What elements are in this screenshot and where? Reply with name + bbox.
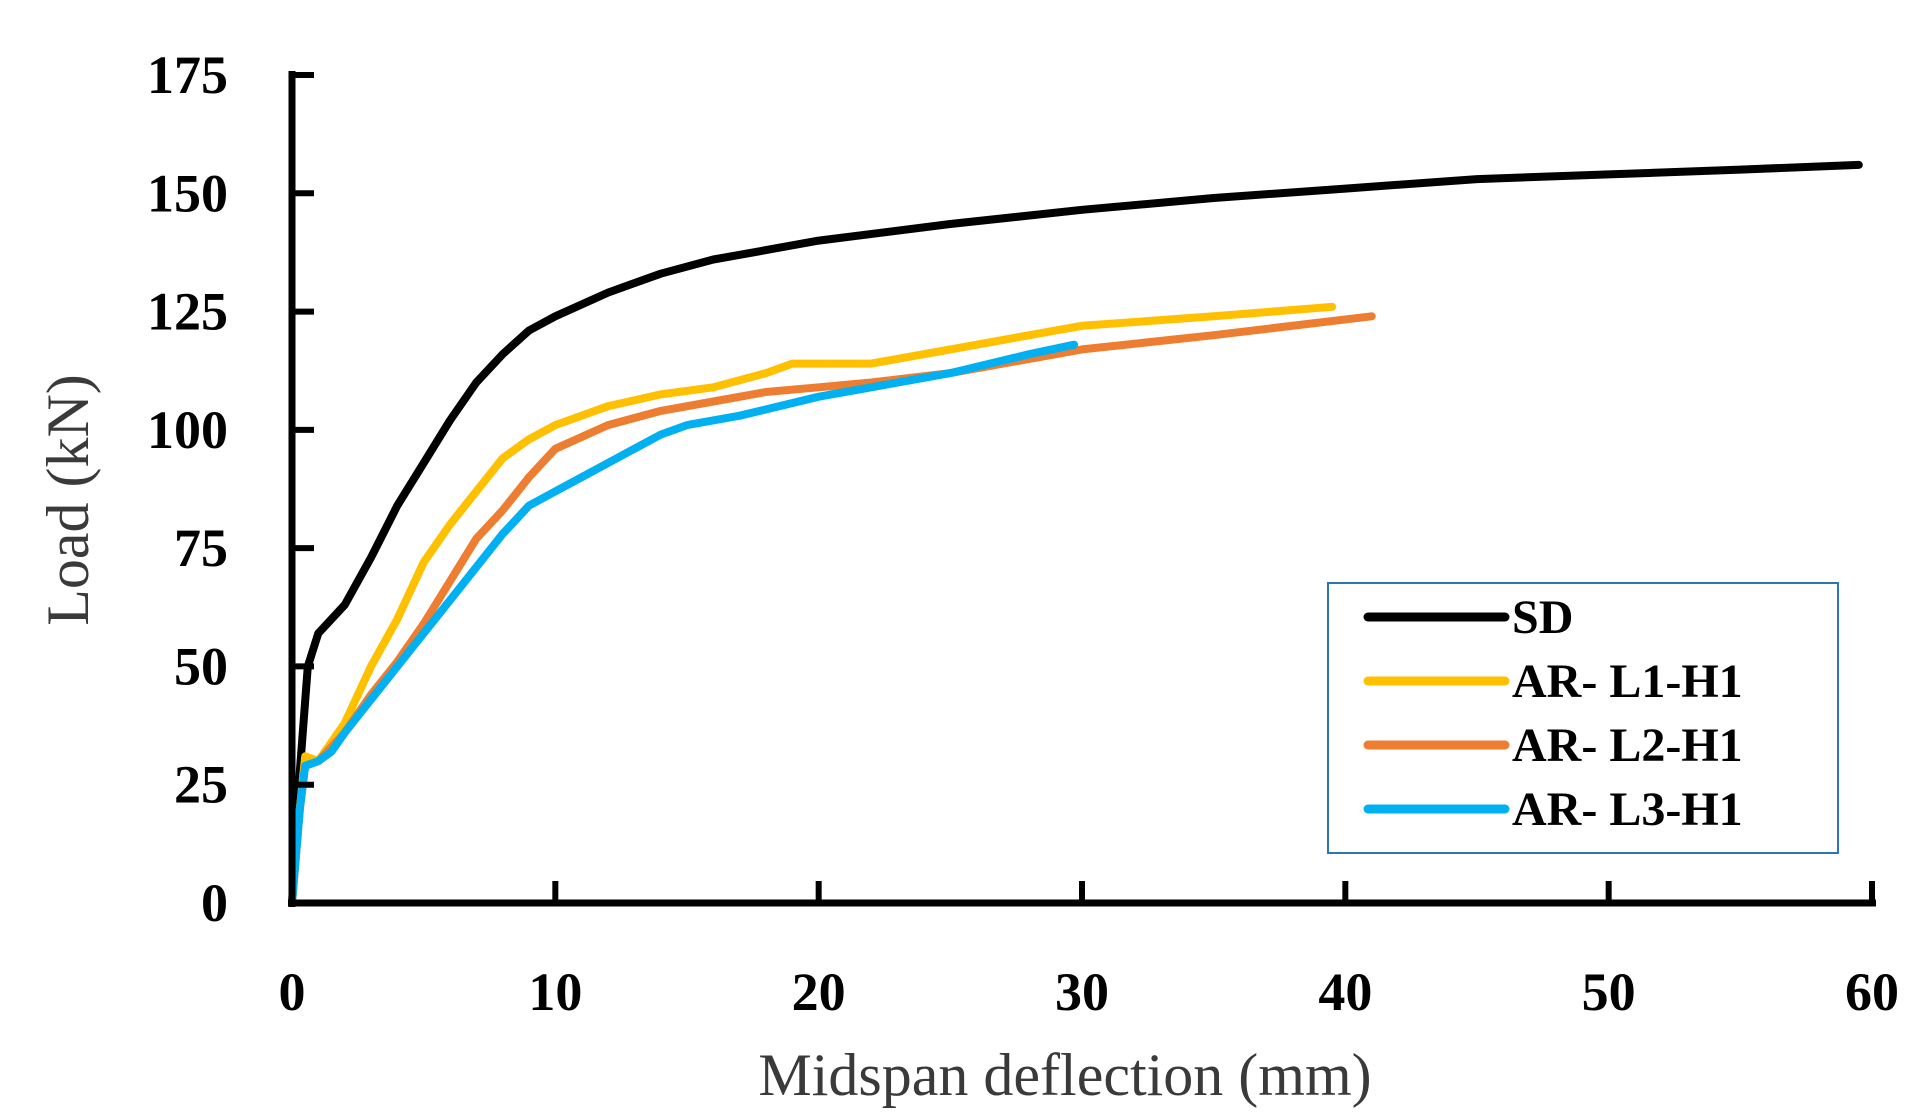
legend-label: AR- L3-H1 bbox=[1512, 783, 1743, 836]
legend-label: AR- L1-H1 bbox=[1512, 655, 1743, 708]
y-tick-label: 0 bbox=[201, 873, 228, 933]
x-tick-label: 40 bbox=[1318, 962, 1372, 1022]
x-tick-label: 0 bbox=[279, 962, 306, 1022]
x-tick-label: 60 bbox=[1845, 962, 1899, 1022]
y-tick-label: 150 bbox=[147, 163, 228, 223]
legend-label: AR- L2-H1 bbox=[1512, 719, 1743, 772]
series-layer bbox=[288, 160, 1863, 907]
y-tick-label: 75 bbox=[174, 518, 228, 578]
series-line-ar-l1-h1 bbox=[288, 302, 1337, 907]
legend-items: SD AR- L1-H1 AR- L2-H1 AR- L3-H1 bbox=[1363, 591, 1743, 836]
legend: SD AR- L1-H1 AR- L2-H1 AR- L3-H1 bbox=[1327, 582, 1839, 854]
y-tick-label: 100 bbox=[147, 400, 228, 460]
ticks-layer: 0 25 50 75 100 125 150 175 0 10 20 30 40 50 60 bbox=[147, 45, 1899, 1022]
x-tick-label: 50 bbox=[1582, 962, 1636, 1022]
legend-label: SD bbox=[1512, 591, 1573, 644]
y-tick-label: 125 bbox=[147, 282, 228, 342]
x-axis-title: Midspan deflection (mm) bbox=[758, 1042, 1371, 1108]
series-line-sd bbox=[288, 160, 1863, 907]
y-axis-title: Load (kN) bbox=[35, 374, 101, 626]
y-tick-label: 175 bbox=[147, 45, 228, 105]
y-tick-label: 50 bbox=[174, 636, 228, 696]
x-tick-label: 20 bbox=[792, 962, 846, 1022]
series-line-ar-l2-h1 bbox=[288, 312, 1376, 907]
series-line-ar-l3-h1 bbox=[288, 340, 1079, 907]
x-tick-label: 30 bbox=[1055, 962, 1109, 1022]
y-tick-label: 25 bbox=[174, 755, 228, 815]
x-tick-label: 10 bbox=[528, 962, 582, 1022]
